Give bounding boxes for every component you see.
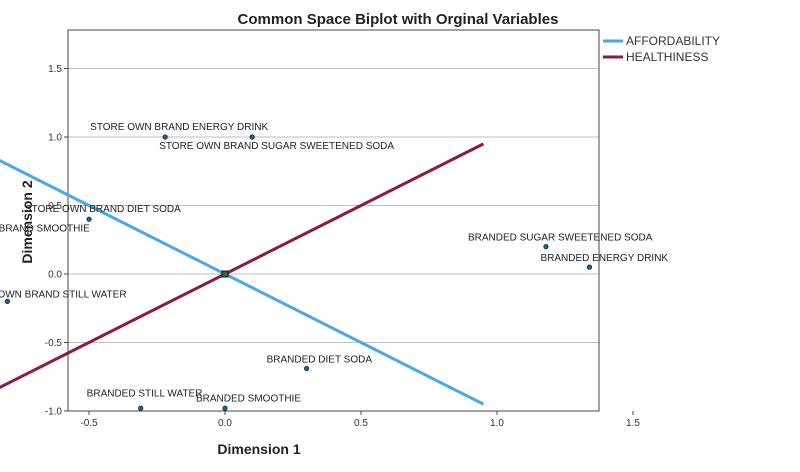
point-marker <box>138 405 144 411</box>
point-label: BRANDED DIET SODA <box>267 355 373 366</box>
point-label: STORE OWN BRAND SUGAR SWEETENED SODA <box>159 141 394 152</box>
y-tick-label: 0.0 <box>48 270 62 281</box>
point-marker <box>4 298 10 304</box>
point-label: BRANDED SMOOTHIE <box>196 393 301 404</box>
y-tick-label: -0.5 <box>45 338 63 349</box>
data-point: STORE OWN BRAND DIET SODA <box>25 204 181 222</box>
data-point: STORE OWN BRAND ENERGY DRINK <box>90 122 268 140</box>
data-point: BRANDED ENERGY DRINK <box>540 253 668 270</box>
x-axis-title: Dimension 1 <box>217 441 300 457</box>
y-axis-title: Dimension 2 <box>19 180 35 263</box>
point-label: BRANDED STILL WATER <box>87 388 203 399</box>
x-tick-label: 1.0 <box>490 418 504 429</box>
point-marker <box>222 405 228 411</box>
origin-marker <box>221 270 229 278</box>
data-point: BRANDED STILL WATER <box>87 388 203 411</box>
data-point: STORE OWN BRAND SUGAR SWEETENED SODA <box>159 134 394 152</box>
data-point: STORE OWN BRAND STILL WATER <box>0 289 127 304</box>
y-tick-label: 0.5 <box>48 201 62 212</box>
point-label: STORE OWN BRAND STILL WATER <box>0 289 127 300</box>
point-marker <box>543 244 549 250</box>
point-marker <box>86 216 92 222</box>
point-marker <box>586 264 593 270</box>
chart-title: Common Space Biplot with Orginal Variabl… <box>238 11 559 28</box>
data-point: BRANDED SUGAR SWEETENED SODA <box>468 233 653 250</box>
y-tick-label: -1.0 <box>45 407 63 418</box>
x-tick-label: 0.5 <box>354 418 368 429</box>
plot-area-frame <box>67 29 600 412</box>
y-tick-label: 1.0 <box>48 133 62 144</box>
point-marker <box>303 365 310 372</box>
x-tick-label: 1.5 <box>626 418 640 429</box>
data-point: BRANDED SMOOTHIE <box>196 393 301 411</box>
x-tick-label: -0.5 <box>80 418 98 429</box>
x-tick-label: 0.0 <box>218 418 232 429</box>
point-marker <box>249 134 255 140</box>
object-points: STORE OWN BRAND ENERGY DRINK STORE OWN BR… <box>0 122 668 411</box>
data-point: BRANDED DIET SODA <box>267 355 373 372</box>
legend-label: AFFORDABILITY <box>626 34 720 48</box>
point-label: BRANDED ENERGY DRINK <box>540 253 668 264</box>
axis-ticks: -1.0-0.50.00.51.01.5-1.0-0.50.00.51.01.5 <box>45 64 641 429</box>
point-label: STORE OWN BRAND ENERGY DRINK <box>90 122 268 133</box>
legend-label: HEALTHINESS <box>626 50 708 64</box>
point-marker <box>162 134 168 140</box>
point-label: BRANDED SUGAR SWEETENED SODA <box>468 233 653 244</box>
point-label: STORE OWN BRAND DIET SODA <box>25 204 181 215</box>
legend: AFFORDABILITY HEALTHINESS <box>603 34 720 64</box>
y-tick-label: 1.5 <box>48 64 62 75</box>
